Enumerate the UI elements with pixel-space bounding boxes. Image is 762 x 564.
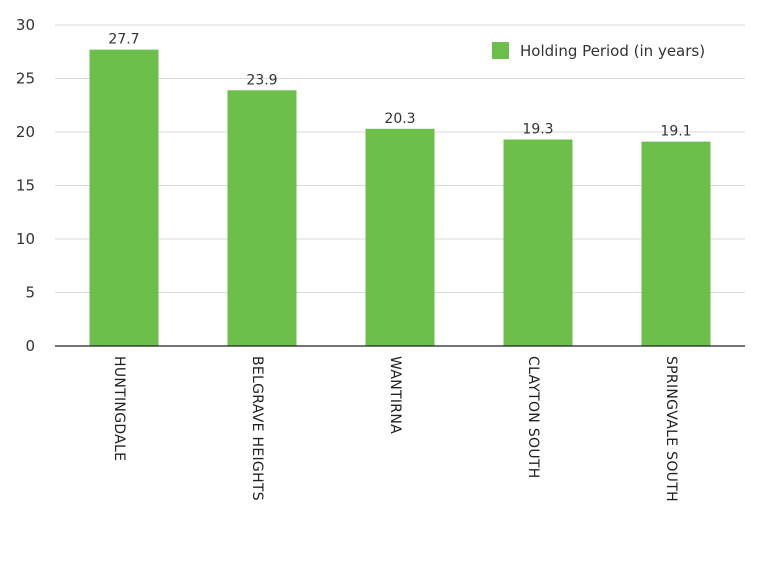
data-label: 19.3	[522, 121, 553, 137]
category-label: BELGRAVE HEIGHTS	[249, 356, 265, 501]
y-tick-label: 10	[16, 230, 35, 248]
data-label: 23.9	[246, 72, 277, 88]
legend: Holding Period (in years)	[492, 42, 705, 60]
y-tick-label: 30	[16, 16, 35, 34]
legend-swatch	[492, 42, 509, 59]
data-labels: 27.7 23.9 20.3 19.3 19.1	[108, 32, 691, 140]
x-axis-category-labels: HUNTINGDALE BELGRAVE HEIGHTS WANTIRNA CLAYT…	[111, 356, 679, 502]
y-tick-label: 0	[25, 337, 35, 355]
y-tick-label: 5	[25, 284, 35, 302]
category-label: HUNTINGDALE	[111, 356, 127, 461]
y-axis-tick-labels: 0 5 10 15 20 25 30	[16, 16, 35, 355]
data-label: 19.1	[660, 124, 691, 140]
bars	[89, 49, 711, 347]
bar	[227, 90, 297, 347]
y-tick-label: 20	[16, 123, 35, 141]
data-label: 27.7	[108, 32, 139, 48]
category-label: WANTIRNA	[387, 356, 403, 434]
y-tick-label: 25	[16, 70, 35, 88]
y-tick-label: 15	[16, 177, 35, 195]
bar	[503, 139, 573, 346]
category-label: CLAYTON SOUTH	[525, 356, 541, 479]
bar	[641, 141, 711, 346]
bar	[89, 49, 159, 347]
legend-label: Holding Period (in years)	[520, 42, 705, 60]
category-label: SPRINGVALE SOUTH	[663, 356, 679, 502]
data-label: 20.3	[384, 111, 415, 127]
bar	[365, 128, 435, 346]
